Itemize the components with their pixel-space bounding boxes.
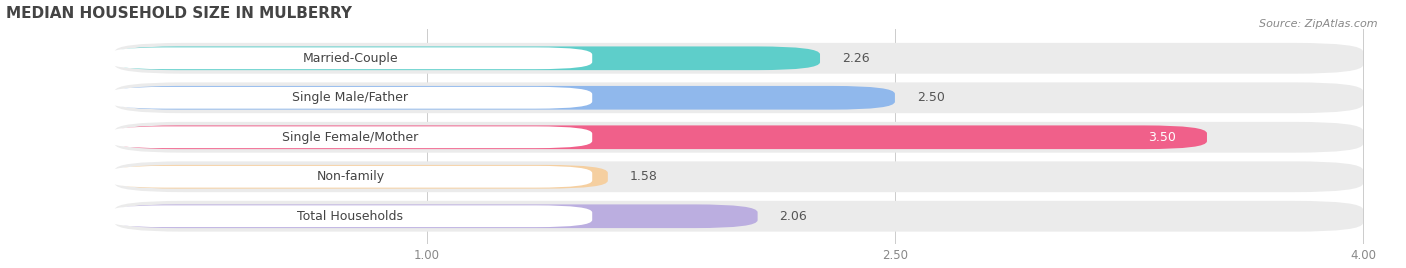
Text: 3.50: 3.50: [1147, 131, 1175, 144]
Text: Non-family: Non-family: [316, 170, 384, 183]
FancyBboxPatch shape: [115, 82, 1362, 113]
FancyBboxPatch shape: [115, 125, 1206, 149]
FancyBboxPatch shape: [115, 161, 1362, 192]
Text: 2.06: 2.06: [779, 210, 807, 223]
FancyBboxPatch shape: [115, 43, 1362, 74]
Text: 1.58: 1.58: [630, 170, 658, 183]
FancyBboxPatch shape: [115, 122, 1362, 153]
FancyBboxPatch shape: [115, 86, 894, 110]
FancyBboxPatch shape: [108, 166, 592, 188]
FancyBboxPatch shape: [115, 204, 758, 228]
Text: Single Female/Mother: Single Female/Mother: [283, 131, 419, 144]
FancyBboxPatch shape: [115, 201, 1362, 232]
FancyBboxPatch shape: [115, 165, 607, 189]
FancyBboxPatch shape: [108, 205, 592, 227]
Text: Source: ZipAtlas.com: Source: ZipAtlas.com: [1260, 19, 1378, 29]
FancyBboxPatch shape: [108, 126, 592, 148]
Text: MEDIAN HOUSEHOLD SIZE IN MULBERRY: MEDIAN HOUSEHOLD SIZE IN MULBERRY: [6, 6, 352, 21]
FancyBboxPatch shape: [115, 46, 820, 70]
FancyBboxPatch shape: [108, 47, 592, 69]
Text: 2.50: 2.50: [917, 91, 945, 104]
Text: Married-Couple: Married-Couple: [302, 52, 398, 65]
Text: Single Male/Father: Single Male/Father: [292, 91, 408, 104]
Text: Total Households: Total Households: [298, 210, 404, 223]
Text: 2.26: 2.26: [842, 52, 869, 65]
FancyBboxPatch shape: [108, 87, 592, 109]
